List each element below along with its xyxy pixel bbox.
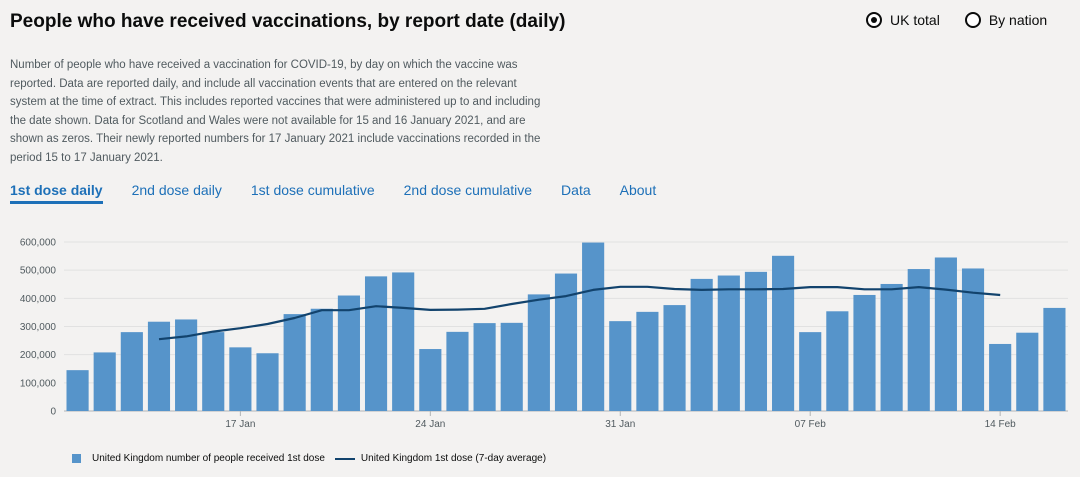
bar[interactable]: [147, 321, 171, 411]
legend-item-line[interactable]: United Kingdom 1st dose (7-day average): [334, 453, 547, 464]
bar[interactable]: [772, 255, 795, 411]
bar[interactable]: [717, 275, 740, 411]
radio-by-nation-label: By nation: [988, 12, 1048, 28]
page-title: People who have received vaccinations, b…: [10, 11, 566, 32]
bar[interactable]: [880, 283, 903, 411]
x-tick-label: 07 Feb: [795, 419, 827, 430]
bar[interactable]: [175, 319, 198, 411]
tab-1st-dose-daily[interactable]: 1st dose daily: [10, 182, 103, 204]
bar[interactable]: [554, 273, 578, 411]
bar[interactable]: [120, 332, 143, 411]
tab-data[interactable]: Data: [561, 182, 591, 198]
bar[interactable]: [934, 257, 957, 411]
y-tick-label: 500,000: [20, 266, 57, 277]
radio-uk-total-label: UK total: [890, 12, 940, 28]
chart-legend: United Kingdom number of people received…: [72, 453, 556, 464]
y-tick-label: 600,000: [20, 238, 57, 249]
legend-bars-label: United Kingdom number of people received…: [92, 453, 325, 464]
bar[interactable]: [527, 294, 550, 411]
bar[interactable]: [283, 314, 306, 411]
bar[interactable]: [609, 321, 632, 411]
bar[interactable]: [1016, 332, 1039, 411]
bar[interactable]: [690, 278, 713, 411]
legend-line-label: United Kingdom 1st dose (7-day average): [360, 453, 547, 464]
radio-unselected-icon: [964, 12, 981, 28]
bar[interactable]: [202, 332, 225, 411]
bar[interactable]: [310, 308, 333, 411]
bar[interactable]: [799, 332, 822, 411]
view-toggle: UK total By nation: [866, 12, 1047, 28]
x-tick-label: 24 Jan: [415, 419, 445, 430]
bar[interactable]: [256, 353, 279, 411]
bar[interactable]: [500, 322, 523, 411]
bar[interactable]: [93, 352, 116, 411]
radio-by-nation[interactable]: By nation: [964, 12, 1048, 28]
tab-1st-dose-cumulative[interactable]: 1st dose cumulative: [250, 182, 375, 198]
x-tick-label: 31 Jan: [605, 419, 635, 430]
bar[interactable]: [853, 294, 876, 411]
bar[interactable]: [744, 271, 768, 411]
bar[interactable]: [337, 295, 360, 411]
x-tick-label: 17 Jan: [225, 419, 255, 430]
radio-selected-icon: [866, 12, 882, 28]
vaccination-chart: 0 100,000 200,000 300,000 400,000 500,000 600,…: [20, 238, 1068, 430]
y-tick-label: 300,000: [20, 322, 57, 333]
bar[interactable]: [446, 331, 469, 411]
bar[interactable]: [1043, 307, 1066, 411]
y-tick-label: 100,000: [20, 378, 57, 389]
chart-description: Number of people who have received a vac…: [10, 59, 541, 164]
bar[interactable]: [961, 268, 985, 411]
legend-line-swatch: [334, 457, 355, 460]
chart-tabs: 1st dose daily 2nd dose daily 1st dose c…: [10, 182, 685, 204]
bar[interactable]: [989, 343, 1012, 411]
legend-bar-swatch: [72, 454, 81, 463]
tab-about[interactable]: About: [619, 182, 657, 198]
bar[interactable]: [907, 269, 930, 411]
y-tick-label: 200,000: [20, 350, 57, 361]
bar[interactable]: [636, 311, 659, 411]
average-line[interactable]: [158, 285, 1001, 341]
bar[interactable]: [392, 272, 415, 411]
tab-2nd-dose-cumulative[interactable]: 2nd dose cumulative: [403, 182, 533, 198]
radio-uk-total[interactable]: UK total: [866, 12, 940, 28]
bar[interactable]: [473, 323, 496, 411]
y-tick-label: 0: [50, 407, 56, 418]
bar[interactable]: [582, 242, 605, 411]
bar[interactable]: [826, 311, 849, 411]
bar[interactable]: [229, 347, 252, 411]
tab-2nd-dose-daily[interactable]: 2nd dose daily: [131, 182, 222, 198]
y-tick-label: 400,000: [20, 294, 57, 305]
bar[interactable]: [364, 276, 388, 411]
bar[interactable]: [419, 349, 442, 411]
bar[interactable]: [66, 370, 89, 411]
bar[interactable]: [663, 305, 686, 411]
legend-item-bars[interactable]: United Kingdom number of people received…: [72, 453, 325, 464]
x-tick-label: 14 Feb: [985, 419, 1017, 430]
